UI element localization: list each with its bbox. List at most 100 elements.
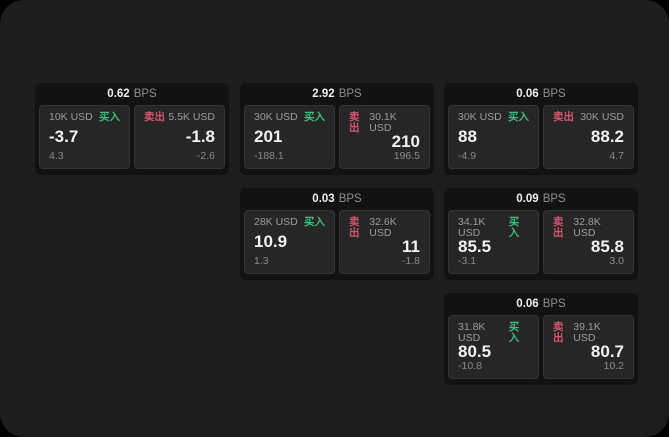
spread-unit-label: BPS	[338, 88, 362, 100]
buy-panel-header: 28K USD 买入	[254, 217, 325, 228]
sell-side-label: 卖出	[144, 111, 165, 123]
buy-delta: -188.1	[254, 149, 284, 162]
spread-value: 0.03	[312, 193, 335, 205]
card-body: 28K USD 买入 10.9 1.3 卖出 32.6K USD 11 -1.8	[240, 210, 434, 274]
buy-side-label: 买入	[304, 111, 325, 123]
buy-amount: 31.8K USD	[458, 321, 486, 344]
buy-panel-header: 10K USD 买入	[49, 112, 120, 123]
buy-price: 201	[254, 127, 283, 146]
buy-delta: -10.8	[458, 359, 482, 372]
spread-value: 0.06	[516, 88, 539, 100]
buy-amount: 30K USD	[254, 111, 298, 123]
sell-amount: 39.1K USD	[573, 321, 601, 344]
buy-delta: 1.3	[254, 254, 269, 267]
sell-side-label: 卖出	[349, 216, 360, 239]
spread-value: 0.09	[516, 193, 539, 205]
buy-delta: -3.1	[458, 254, 477, 267]
buy-panel[interactable]: 30K USD 买入 201 -188.1	[244, 105, 335, 169]
spread-unit-label: BPS	[542, 88, 566, 100]
quote-card: 0.06 BPS 31.8K USD 买入 80.5 -10.8 卖出 39.1…	[444, 293, 638, 385]
buy-panel[interactable]: 30K USD 买入 88 -4.9	[448, 105, 539, 169]
card-header: 0.06 BPS	[444, 83, 638, 105]
buy-side-label: 买入	[508, 216, 520, 239]
sell-delta: 196.5	[393, 149, 420, 162]
quote-card: 0.03 BPS 28K USD 买入 10.9 1.3 卖出 32.6K US…	[240, 188, 434, 280]
sell-panel[interactable]: 卖出 30K USD 88.2 4.7	[543, 105, 634, 169]
sell-price: -1.8	[185, 127, 215, 146]
sell-side-label: 卖出	[553, 216, 564, 239]
sell-amount: 5.5K USD	[168, 111, 215, 123]
sell-panel[interactable]: 卖出 32.8K USD 85.8 3.0	[543, 210, 634, 274]
sell-delta: 3.0	[609, 254, 624, 267]
sell-delta: 10.2	[603, 359, 624, 372]
quote-card: 0.62 BPS 10K USD 买入 -3.7 4.3 卖出 5.5K USD…	[35, 83, 229, 175]
buy-delta: -4.9	[458, 149, 477, 162]
sell-amount: 30K USD	[580, 111, 624, 123]
sell-panel-header: 卖出 32.8K USD	[553, 217, 624, 238]
buy-side-label: 买入	[99, 111, 120, 123]
sell-panel-header: 卖出 32.6K USD	[349, 217, 420, 238]
sell-panel-header: 卖出 39.1K USD	[553, 322, 624, 343]
sell-panel[interactable]: 卖出 39.1K USD 80.7 10.2	[543, 315, 634, 379]
buy-panel[interactable]: 10K USD 买入 -3.7 4.3	[39, 105, 130, 169]
card-body: 30K USD 买入 88 -4.9 卖出 30K USD 88.2 4.7	[444, 105, 638, 169]
sell-price: 88.2	[590, 127, 624, 146]
sell-side-label: 卖出	[553, 321, 564, 344]
buy-panel-header: 34.1K USD 买入	[458, 217, 529, 238]
spread-unit-label: BPS	[542, 193, 566, 205]
buy-panel[interactable]: 31.8K USD 买入 80.5 -10.8	[448, 315, 539, 379]
card-header: 0.09 BPS	[444, 188, 638, 210]
buy-side-label: 买入	[508, 321, 520, 344]
sell-delta: -1.8	[401, 254, 420, 267]
buy-panel-header: 30K USD 买入	[254, 112, 325, 123]
card-body: 34.1K USD 买入 85.5 -3.1 卖出 32.8K USD 85.8…	[444, 210, 638, 274]
sell-price: 210	[391, 132, 420, 152]
buy-amount: 34.1K USD	[458, 216, 486, 239]
sell-panel[interactable]: 卖出 5.5K USD -1.8 -2.6	[134, 105, 225, 169]
card-header: 2.92 BPS	[240, 83, 434, 105]
buy-side-label: 买入	[508, 111, 529, 123]
buy-side-label: 买入	[304, 216, 325, 228]
buy-delta: 4.3	[49, 149, 64, 162]
card-body: 31.8K USD 买入 80.5 -10.8 卖出 39.1K USD 80.…	[444, 315, 638, 379]
spread-unit-label: BPS	[338, 193, 362, 205]
buy-amount: 28K USD	[254, 216, 298, 228]
spread-value: 0.06	[516, 298, 539, 310]
sell-side-label: 卖出	[553, 111, 574, 123]
sell-amount: 32.8K USD	[573, 216, 601, 239]
buy-price: 10.9	[254, 232, 288, 251]
sell-delta: -2.6	[196, 149, 215, 162]
spread-value: 0.62	[107, 88, 130, 100]
card-header: 0.62 BPS	[35, 83, 229, 105]
sell-price: 11	[402, 237, 420, 257]
spread-unit-label: BPS	[133, 88, 157, 100]
buy-price: 88	[458, 127, 477, 146]
sell-delta: 4.7	[609, 149, 624, 162]
buy-panel-header: 30K USD 买入	[458, 112, 529, 123]
sell-price: 85.8	[590, 237, 624, 257]
sell-panel-header: 卖出 30.1K USD	[349, 112, 420, 133]
buy-price: 85.5	[458, 237, 492, 257]
quote-card: 0.06 BPS 30K USD 买入 88 -4.9 卖出 30K USD 8…	[444, 83, 638, 175]
buy-amount: 10K USD	[49, 111, 93, 123]
sell-panel[interactable]: 卖出 30.1K USD 210 196.5	[339, 105, 430, 169]
card-header: 0.06 BPS	[444, 293, 638, 315]
sell-amount: 32.6K USD	[369, 216, 397, 239]
spread-unit-label: BPS	[542, 298, 566, 310]
buy-panel[interactable]: 28K USD 买入 10.9 1.3	[244, 210, 335, 274]
sell-price: 80.7	[590, 342, 624, 362]
sell-side-label: 卖出	[349, 111, 360, 134]
card-body: 10K USD 买入 -3.7 4.3 卖出 5.5K USD -1.8 -2.…	[35, 105, 229, 169]
quote-card: 0.09 BPS 34.1K USD 买入 85.5 -3.1 卖出 32.8K…	[444, 188, 638, 280]
card-header: 0.03 BPS	[240, 188, 434, 210]
card-body: 30K USD 买入 201 -188.1 卖出 30.1K USD 210 1…	[240, 105, 434, 169]
spread-value: 2.92	[312, 88, 335, 100]
buy-price: -3.7	[49, 127, 79, 146]
buy-panel[interactable]: 34.1K USD 买入 85.5 -3.1	[448, 210, 539, 274]
sell-panel[interactable]: 卖出 32.6K USD 11 -1.8	[339, 210, 430, 274]
quote-card: 2.92 BPS 30K USD 买入 201 -188.1 卖出 30.1K …	[240, 83, 434, 175]
buy-price: 80.5	[458, 342, 492, 362]
sell-amount: 30.1K USD	[369, 111, 397, 134]
buy-amount: 30K USD	[458, 111, 502, 123]
